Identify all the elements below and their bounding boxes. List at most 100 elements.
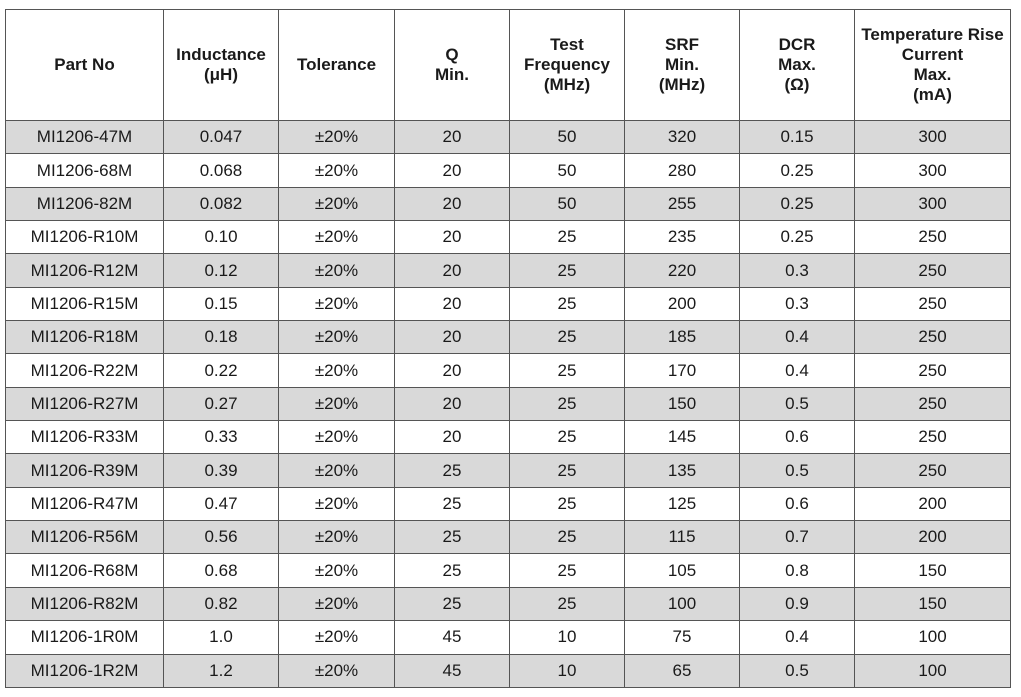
cell-inductance: 0.068 xyxy=(163,153,279,188)
column-header-inductance: Inductance (μH) xyxy=(163,9,279,121)
cell-dcr-max: 0.3 xyxy=(739,253,855,288)
cell-test-frequency: 25 xyxy=(509,353,625,388)
cell-inductance: 0.33 xyxy=(163,420,279,455)
cell-q-min: 20 xyxy=(394,320,510,355)
cell-part-no: MI1206-R39M xyxy=(5,453,164,488)
table-row: MI1206-R27M 0.27 ±20% 20 25 150 0.5 250 xyxy=(5,386,1011,422)
cell-temp-rise-current: 150 xyxy=(854,553,1011,588)
cell-q-min: 20 xyxy=(394,153,510,188)
cell-inductance: 0.27 xyxy=(163,386,279,422)
cell-tolerance: ±20% xyxy=(278,620,395,655)
cell-inductance: 0.082 xyxy=(163,186,279,222)
cell-temp-rise-current: 250 xyxy=(854,220,1011,255)
cell-dcr-max: 0.4 xyxy=(739,320,855,355)
cell-inductance: 0.56 xyxy=(163,520,279,555)
cell-dcr-max: 0.6 xyxy=(739,486,855,522)
column-header-line: Temperature Rise xyxy=(861,25,1004,44)
column-header-line: Max. xyxy=(913,65,952,84)
cell-tolerance: ±20% xyxy=(278,420,395,455)
cell-srf-min: 150 xyxy=(624,386,740,422)
cell-dcr-max: 0.6 xyxy=(739,420,855,455)
cell-part-no: MI1206-1R2M xyxy=(5,653,164,688)
column-header-line: (MHz) xyxy=(658,75,706,94)
table-row: MI1206-R68M 0.68 ±20% 25 25 105 0.8 150 xyxy=(5,553,1011,588)
cell-test-frequency: 25 xyxy=(509,286,625,322)
header-row: Part No Inductance (μH) Tolerance Q Min. Test F… xyxy=(5,9,1011,121)
cell-tolerance: ±20% xyxy=(278,320,395,355)
cell-srf-min: 320 xyxy=(624,119,740,155)
cell-tolerance: ±20% xyxy=(278,586,395,622)
cell-test-frequency: 25 xyxy=(509,386,625,422)
column-header-temp-rise-current: Temperature Rise Current Max. (mA) xyxy=(854,9,1011,121)
cell-tolerance: ±20% xyxy=(278,153,395,188)
cell-temp-rise-current: 200 xyxy=(854,486,1011,522)
table-row: MI1206-47M 0.047 ±20% 20 50 320 0.15 300 xyxy=(5,119,1011,155)
cell-srf-min: 100 xyxy=(624,586,740,622)
cell-part-no: MI1206-R10M xyxy=(5,220,164,255)
cell-inductance: 0.18 xyxy=(163,320,279,355)
cell-q-min: 25 xyxy=(394,553,510,588)
cell-srf-min: 185 xyxy=(624,320,740,355)
cell-tolerance: ±20% xyxy=(278,553,395,588)
column-header-dcr-max: DCR Max. (Ω) xyxy=(739,9,855,121)
cell-srf-min: 75 xyxy=(624,620,740,655)
cell-test-frequency: 50 xyxy=(509,119,625,155)
cell-inductance: 0.82 xyxy=(163,586,279,622)
cell-temp-rise-current: 250 xyxy=(854,253,1011,288)
column-header-line: Frequency xyxy=(524,55,610,74)
cell-q-min: 45 xyxy=(394,620,510,655)
column-header-line: Min. xyxy=(665,55,699,74)
cell-test-frequency: 25 xyxy=(509,553,625,588)
cell-q-min: 20 xyxy=(394,386,510,422)
cell-srf-min: 235 xyxy=(624,220,740,255)
cell-q-min: 25 xyxy=(394,453,510,488)
cell-srf-min: 65 xyxy=(624,653,740,688)
column-header-line: Tolerance xyxy=(296,55,377,74)
cell-temp-rise-current: 300 xyxy=(854,186,1011,222)
cell-q-min: 20 xyxy=(394,353,510,388)
column-header-line: Min. xyxy=(435,65,469,84)
cell-test-frequency: 25 xyxy=(509,220,625,255)
cell-srf-min: 170 xyxy=(624,353,740,388)
cell-tolerance: ±20% xyxy=(278,453,395,488)
cell-temp-rise-current: 250 xyxy=(854,420,1011,455)
cell-q-min: 20 xyxy=(394,220,510,255)
cell-part-no: MI1206-R22M xyxy=(5,353,164,388)
cell-srf-min: 135 xyxy=(624,453,740,488)
cell-q-min: 20 xyxy=(394,253,510,288)
cell-temp-rise-current: 250 xyxy=(854,286,1011,322)
table-row: MI1206-R15M 0.15 ±20% 20 25 200 0.3 250 xyxy=(5,286,1011,322)
cell-part-no: MI1206-R47M xyxy=(5,486,164,522)
cell-q-min: 20 xyxy=(394,119,510,155)
cell-test-frequency: 25 xyxy=(509,453,625,488)
column-header-line: (MHz) xyxy=(543,75,591,94)
cell-temp-rise-current: 100 xyxy=(854,653,1011,688)
cell-q-min: 45 xyxy=(394,653,510,688)
cell-dcr-max: 0.5 xyxy=(739,653,855,688)
cell-part-no: MI1206-47M xyxy=(5,119,164,155)
cell-temp-rise-current: 100 xyxy=(854,620,1011,655)
cell-tolerance: ±20% xyxy=(278,486,395,522)
cell-q-min: 25 xyxy=(394,486,510,522)
cell-temp-rise-current: 300 xyxy=(854,153,1011,188)
cell-part-no: MI1206-R56M xyxy=(5,520,164,555)
cell-part-no: MI1206-R68M xyxy=(5,553,164,588)
cell-part-no: MI1206-R18M xyxy=(5,320,164,355)
cell-part-no: MI1206-R82M xyxy=(5,586,164,622)
column-header-test-frequency: Test Frequency (MHz) xyxy=(509,9,625,121)
cell-q-min: 25 xyxy=(394,586,510,622)
table-row: MI1206-R10M 0.10 ±20% 20 25 235 0.25 250 xyxy=(5,220,1011,255)
cell-part-no: MI1206-R12M xyxy=(5,253,164,288)
cell-temp-rise-current: 250 xyxy=(854,453,1011,488)
cell-tolerance: ±20% xyxy=(278,386,395,422)
cell-tolerance: ±20% xyxy=(278,653,395,688)
cell-inductance: 0.22 xyxy=(163,353,279,388)
cell-dcr-max: 0.4 xyxy=(739,620,855,655)
cell-part-no: MI1206-R15M xyxy=(5,286,164,322)
cell-inductance: 0.047 xyxy=(163,119,279,155)
cell-srf-min: 105 xyxy=(624,553,740,588)
column-header-line: Current xyxy=(901,45,964,64)
cell-srf-min: 200 xyxy=(624,286,740,322)
cell-part-no: MI1206-1R0M xyxy=(5,620,164,655)
cell-part-no: MI1206-82M xyxy=(5,186,164,222)
